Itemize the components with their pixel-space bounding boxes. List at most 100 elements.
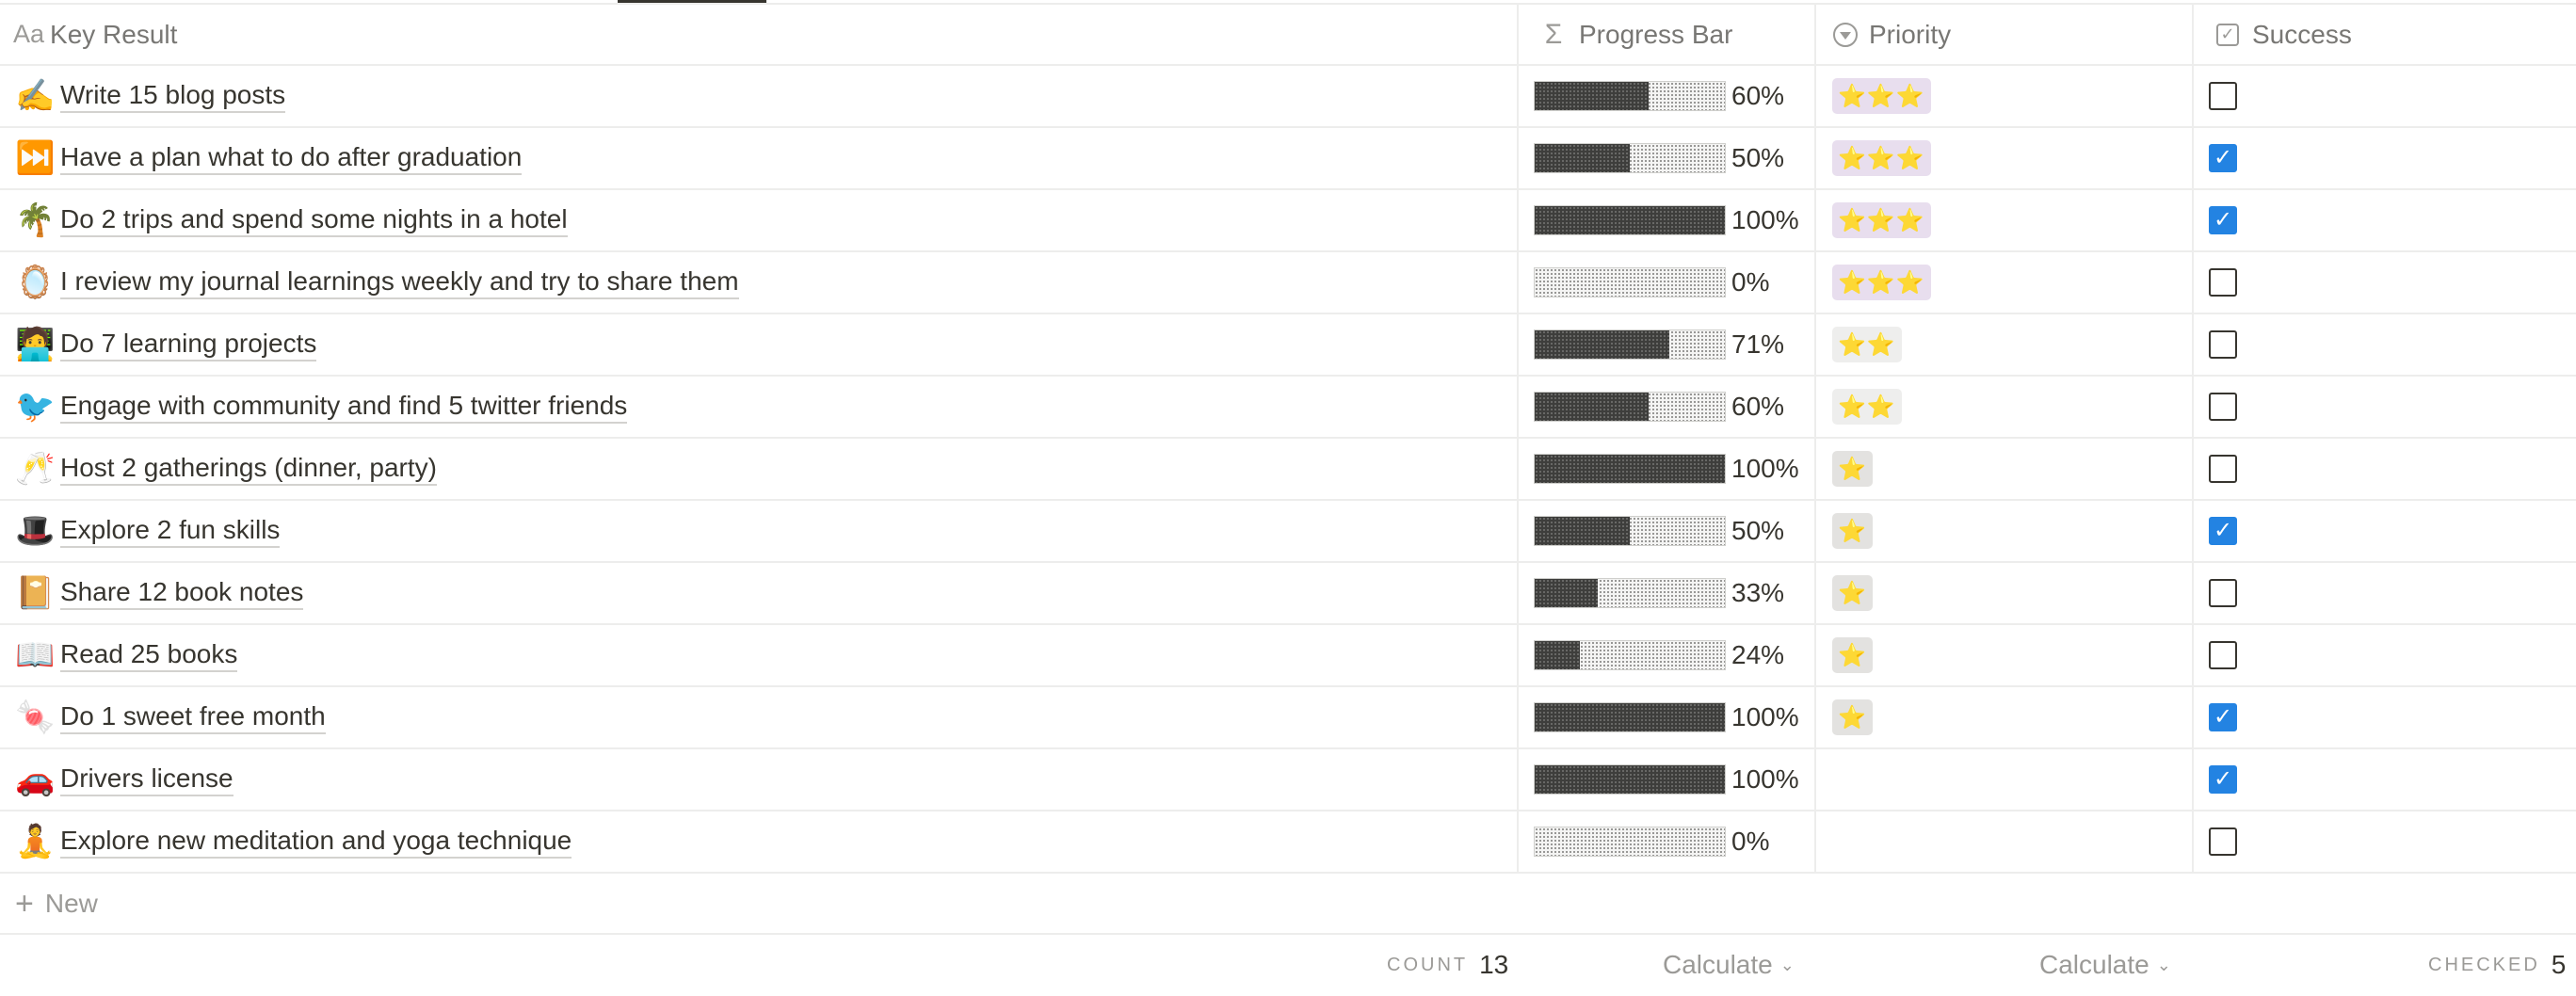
progress-bar-cell[interactable]: 100%	[1519, 190, 1816, 250]
progress-bar-cell[interactable]: 24%	[1519, 625, 1816, 685]
key-result-title[interactable]: Share 12 book notes	[60, 576, 304, 610]
key-result-cell[interactable]: ⏭️ Have a plan what to do after graduatio…	[0, 128, 1519, 188]
count-calculation[interactable]: COUNT 13	[1387, 937, 1508, 993]
page-emoji-icon[interactable]: 🪞	[15, 265, 56, 300]
progress-bar-cell[interactable]: 100%	[1519, 439, 1816, 499]
progress-bar-cell[interactable]: 71%	[1519, 314, 1816, 375]
progress-bar-cell[interactable]: 100%	[1519, 749, 1816, 810]
success-checkbox[interactable]	[2209, 330, 2237, 359]
column-header-progress-bar[interactable]: Σ Progress Bar	[1519, 5, 1816, 64]
priority-cell[interactable]: ⭐⭐	[1816, 314, 2194, 375]
key-result-cell[interactable]: 🥂 Host 2 gatherings (dinner, party)	[0, 439, 1519, 499]
page-emoji-icon[interactable]: 🎩	[15, 513, 56, 549]
page-emoji-icon[interactable]: 🐦	[15, 389, 56, 425]
key-result-cell[interactable]: 📖 Read 25 books	[0, 625, 1519, 685]
key-result-cell[interactable]: 🪞 I review my journal learnings weekly an…	[0, 252, 1519, 313]
success-checkbox[interactable]	[2209, 268, 2237, 297]
table-row[interactable]: 🧑‍💻 Do 7 learning projects 71% ⭐⭐	[0, 314, 2576, 377]
success-checkbox[interactable]	[2209, 579, 2237, 607]
priority-cell[interactable]: ⭐	[1816, 563, 2194, 623]
priority-cell[interactable]: ⭐	[1816, 501, 2194, 561]
priority-cell[interactable]	[1816, 811, 2194, 872]
priority-cell[interactable]: ⭐⭐⭐	[1816, 66, 2194, 126]
table-row[interactable]: 🧘 Explore new meditation and yoga techniq…	[0, 811, 2576, 874]
key-result-title[interactable]: Host 2 gatherings (dinner, party)	[60, 452, 437, 486]
table-row[interactable]: 🪞 I review my journal learnings weekly an…	[0, 252, 2576, 314]
key-result-cell[interactable]: 🌴 Do 2 trips and spend some nights in a h…	[0, 190, 1519, 250]
key-result-title[interactable]: Engage with community and find 5 twitter…	[60, 390, 628, 424]
success-checkbox[interactable]: ✓	[2209, 517, 2237, 545]
page-emoji-icon[interactable]: 🥂	[15, 451, 56, 487]
key-result-title[interactable]: Do 2 trips and spend some nights in a ho…	[60, 203, 568, 237]
progress-bar-cell[interactable]: 50%	[1519, 128, 1816, 188]
key-result-title[interactable]: Have a plan what to do after graduation	[60, 141, 523, 175]
priority-cell[interactable]: ⭐⭐	[1816, 377, 2194, 437]
progress-bar-cell[interactable]: 60%	[1519, 66, 1816, 126]
key-result-cell[interactable]: 🍬 Do 1 sweet free month	[0, 687, 1519, 747]
priority-cell[interactable]: ⭐	[1816, 439, 2194, 499]
page-emoji-icon[interactable]: 📔	[15, 575, 56, 611]
success-checkbox[interactable]	[2209, 827, 2237, 856]
key-result-title[interactable]: Do 7 learning projects	[60, 328, 317, 361]
page-emoji-icon[interactable]: ✍️	[15, 78, 56, 114]
table-row[interactable]: 🎩 Explore 2 fun skills 50% ⭐ ✓	[0, 501, 2576, 563]
checked-calculation[interactable]: CHECKED 5	[2428, 937, 2566, 993]
priority-cell[interactable]: ⭐⭐⭐	[1816, 190, 2194, 250]
success-checkbox[interactable]: ✓	[2209, 703, 2237, 731]
key-result-cell[interactable]: 🐦 Engage with community and find 5 twitte…	[0, 377, 1519, 437]
key-result-cell[interactable]: 🧑‍💻 Do 7 learning projects	[0, 314, 1519, 375]
priority-cell[interactable]	[1816, 749, 2194, 810]
column-header-key-result[interactable]: Aa Key Result	[0, 5, 1519, 64]
success-checkbox[interactable]	[2209, 641, 2237, 669]
progress-bar-cell[interactable]: 0%	[1519, 252, 1816, 313]
page-emoji-icon[interactable]: 🍬	[15, 699, 56, 735]
key-result-cell[interactable]: ✍️ Write 15 blog posts	[0, 66, 1519, 126]
table-row[interactable]: 🍬 Do 1 sweet free month 100% ⭐ ✓	[0, 687, 2576, 749]
priority-cell[interactable]: ⭐⭐⭐	[1816, 252, 2194, 313]
page-emoji-icon[interactable]: 🌴	[15, 202, 56, 238]
key-result-title[interactable]: I review my journal learnings weekly and…	[60, 265, 739, 299]
column-header-success[interactable]: ✓ Success	[2194, 5, 2576, 64]
key-result-title[interactable]: Do 1 sweet free month	[60, 700, 326, 734]
table-row[interactable]: ✍️ Write 15 blog posts 60% ⭐⭐⭐	[0, 66, 2576, 128]
table-row[interactable]: 🐦 Engage with community and find 5 twitte…	[0, 377, 2576, 439]
priority-cell[interactable]: ⭐	[1816, 625, 2194, 685]
key-result-cell[interactable]: 🧘 Explore new meditation and yoga techniq…	[0, 811, 1519, 872]
table-row[interactable]: 🌴 Do 2 trips and spend some nights in a h…	[0, 190, 2576, 252]
table-row[interactable]: ⏭️ Have a plan what to do after graduatio…	[0, 128, 2576, 190]
table-row[interactable]: 📖 Read 25 books 24% ⭐	[0, 625, 2576, 687]
page-emoji-icon[interactable]: 🚗	[15, 762, 56, 797]
success-checkbox[interactable]	[2209, 455, 2237, 483]
column-header-priority[interactable]: Priority	[1816, 5, 2194, 64]
key-result-title[interactable]: Read 25 books	[60, 638, 238, 672]
table-row[interactable]: 🥂 Host 2 gatherings (dinner, party) 100% ⭐	[0, 439, 2576, 501]
progress-bar-cell[interactable]: 0%	[1519, 811, 1816, 872]
progress-bar-cell[interactable]: 50%	[1519, 501, 1816, 561]
table-row[interactable]: 📔 Share 12 book notes 33% ⭐	[0, 563, 2576, 625]
key-result-cell[interactable]: 🚗 Drivers license	[0, 749, 1519, 810]
priority-cell[interactable]: ⭐	[1816, 687, 2194, 747]
key-result-title[interactable]: Write 15 blog posts	[60, 79, 286, 113]
success-checkbox[interactable]: ✓	[2209, 144, 2237, 172]
page-emoji-icon[interactable]: 🧘	[15, 824, 56, 859]
progress-bar-cell[interactable]: 100%	[1519, 687, 1816, 747]
progress-bar-cell[interactable]: 33%	[1519, 563, 1816, 623]
progress-bar-cell[interactable]: 60%	[1519, 377, 1816, 437]
success-checkbox[interactable]	[2209, 393, 2237, 421]
priority-calculate-button[interactable]: Calculate ⌄	[2039, 937, 2171, 993]
success-checkbox[interactable]: ✓	[2209, 206, 2237, 234]
priority-cell[interactable]: ⭐⭐⭐	[1816, 128, 2194, 188]
new-row-button[interactable]: + New	[0, 875, 2576, 935]
key-result-cell[interactable]: 📔 Share 12 book notes	[0, 563, 1519, 623]
table-row[interactable]: 🚗 Drivers license 100% ✓	[0, 749, 2576, 811]
success-checkbox[interactable]: ✓	[2209, 765, 2237, 794]
progress-calculate-button[interactable]: Calculate ⌄	[1663, 937, 1795, 993]
page-emoji-icon[interactable]: 📖	[15, 637, 56, 673]
success-checkbox[interactable]	[2209, 82, 2237, 110]
page-emoji-icon[interactable]: 🧑‍💻	[15, 327, 56, 362]
key-result-title[interactable]: Explore new meditation and yoga techniqu…	[60, 825, 572, 859]
key-result-title[interactable]: Drivers license	[60, 763, 233, 796]
page-emoji-icon[interactable]: ⏭️	[15, 140, 56, 176]
key-result-title[interactable]: Explore 2 fun skills	[60, 514, 281, 548]
key-result-cell[interactable]: 🎩 Explore 2 fun skills	[0, 501, 1519, 561]
